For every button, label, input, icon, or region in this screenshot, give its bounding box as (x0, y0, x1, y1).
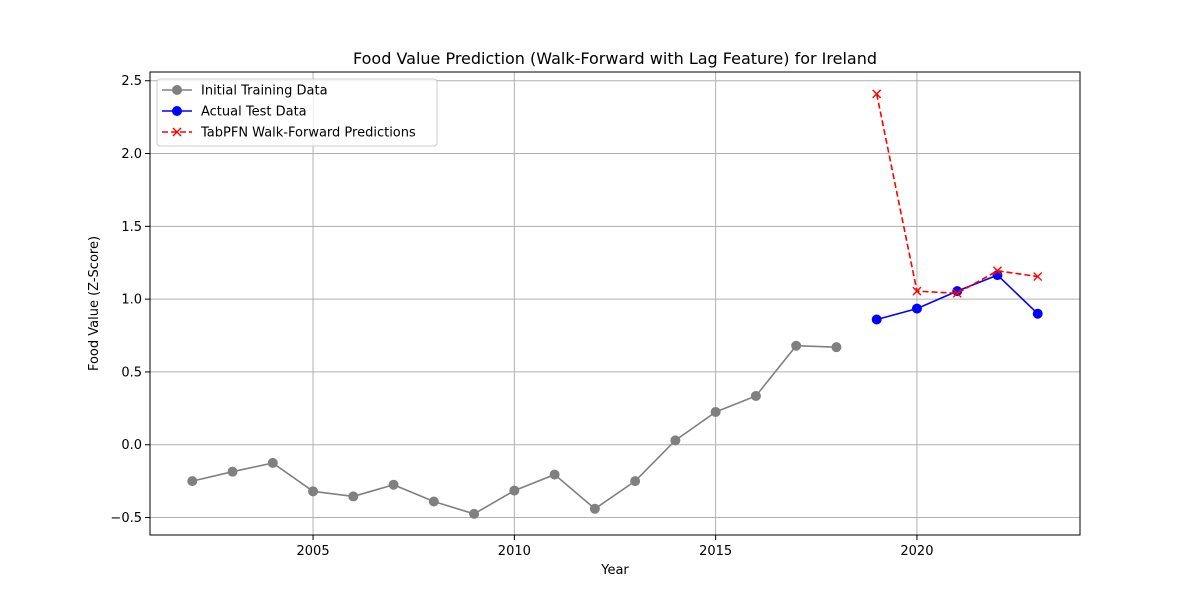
y-tick-label: 0.0 (121, 438, 142, 453)
marker-stroke (1033, 272, 1043, 282)
data-point (187, 476, 198, 487)
legend-label: TabPFN Walk-Forward Predictions (200, 126, 416, 141)
data-point (791, 340, 802, 351)
chart-title: Food Value Prediction (Walk-Forward with… (353, 49, 877, 68)
legend-box (156, 78, 438, 147)
data-point (670, 435, 681, 446)
data-point (589, 503, 600, 514)
data-point (1033, 272, 1043, 282)
data-point (872, 89, 882, 99)
legend-label: Initial Training Data (201, 84, 328, 99)
legend-entry: TabPFN Walk-Forward Predictions (162, 126, 416, 141)
marker-stroke (172, 127, 182, 137)
marker-stroke (952, 288, 962, 298)
y-axis-label: Food Value (Z-Score) (87, 236, 102, 371)
data-point (308, 486, 319, 497)
legend-entry: Initial Training Data (162, 84, 328, 99)
x-tick-label: 2005 (297, 544, 330, 559)
data-point (912, 286, 922, 296)
data-point (630, 476, 641, 487)
data-point (911, 303, 922, 314)
legend: Initial Training Data Actual Test Data Tab… (156, 78, 438, 147)
series-actual-test-data (871, 270, 1043, 325)
data-point (267, 457, 278, 468)
series-line (875, 93, 1038, 295)
x-tick-label: 2015 (699, 544, 732, 559)
plot-frame (149, 71, 1081, 536)
data-point (831, 342, 842, 353)
marker-stroke (992, 266, 1002, 276)
legend-marker (172, 85, 182, 95)
data-point (871, 314, 882, 325)
data-point (1032, 308, 1043, 319)
y-tick-label: 1.0 (121, 293, 142, 308)
series-initial-training-data (187, 340, 842, 519)
y-tick-label: 2.5 (121, 74, 142, 89)
data-point (509, 485, 520, 496)
data-point (469, 508, 480, 519)
y-tick-label: −0.5 (110, 511, 142, 526)
series-layer (187, 89, 1043, 519)
series-tabpfn-walk-forward-predictions (872, 89, 1043, 298)
x-axis-label: Year (600, 563, 629, 578)
data-point (388, 479, 399, 490)
y-tick-label: 2.0 (121, 147, 142, 162)
series-line (876, 274, 1039, 321)
legend-label: Actual Test Data (201, 105, 307, 120)
data-point (992, 266, 1002, 276)
y-tick-label: 0.5 (121, 365, 142, 380)
data-point (549, 469, 560, 480)
data-point (428, 496, 439, 507)
data-point (348, 491, 359, 502)
marker-stroke (912, 286, 922, 296)
marker-stroke (872, 89, 882, 99)
data-point (227, 466, 238, 477)
ticks: 2005 2010 2015 2020 −0.5 0.0 0.5 1.0 1.5 2.0 2.5 (110, 74, 933, 559)
data-point (952, 288, 962, 298)
legend-marker (172, 106, 182, 116)
y-tick-label: 1.5 (121, 220, 142, 235)
legend-entry: Actual Test Data (162, 105, 307, 120)
x-tick-label: 2010 (498, 544, 531, 559)
data-point (710, 406, 721, 417)
data-point (750, 390, 761, 401)
legend-marker (172, 127, 182, 137)
x-tick-label: 2020 (900, 544, 933, 559)
